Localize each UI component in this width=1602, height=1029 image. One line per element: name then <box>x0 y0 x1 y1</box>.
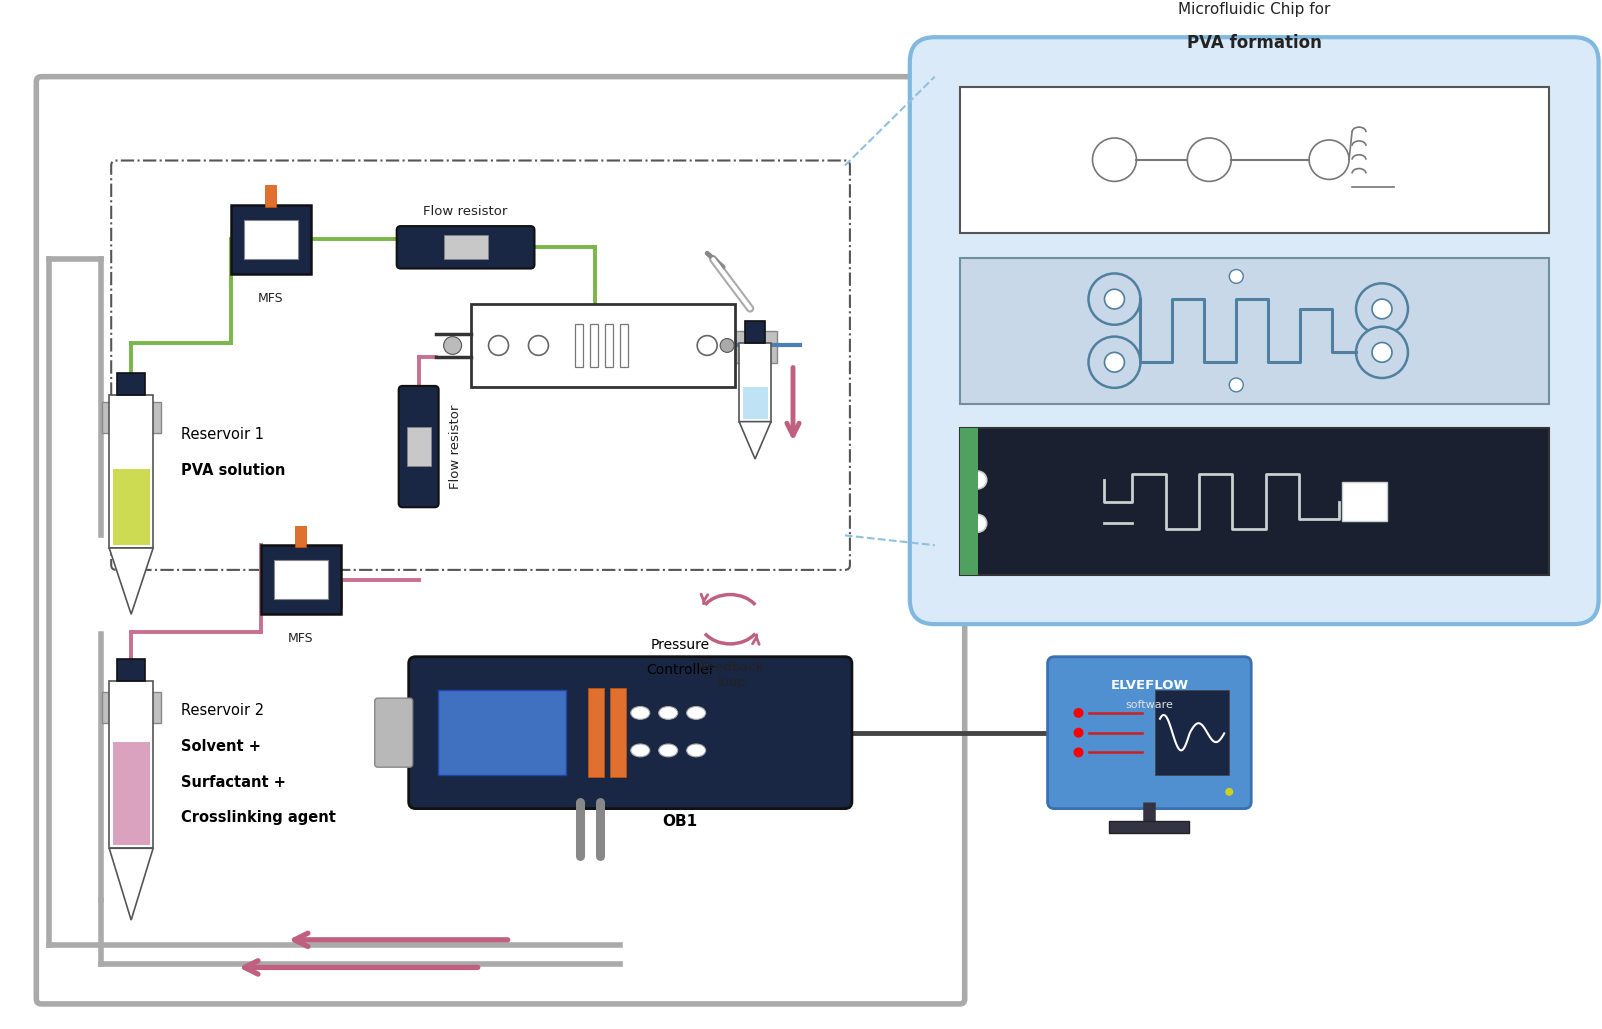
Text: Microfluidic Chip for: Microfluidic Chip for <box>1177 2 1330 17</box>
Circle shape <box>1355 283 1408 334</box>
Bar <box>261 545 341 614</box>
FancyBboxPatch shape <box>910 37 1599 625</box>
FancyBboxPatch shape <box>397 226 535 269</box>
Bar <box>112 468 149 545</box>
Bar <box>575 324 583 367</box>
Bar <box>588 688 604 777</box>
Circle shape <box>969 471 987 489</box>
Ellipse shape <box>658 707 678 719</box>
Text: MFS: MFS <box>258 291 284 305</box>
Circle shape <box>1088 336 1141 388</box>
Bar <box>960 428 1549 575</box>
Bar <box>274 560 328 600</box>
Text: Pressure: Pressure <box>650 638 710 651</box>
Bar <box>231 205 311 274</box>
Text: software: software <box>1126 700 1173 710</box>
Ellipse shape <box>631 744 650 756</box>
Bar <box>606 324 614 367</box>
Bar <box>1067 689 1150 776</box>
Text: Controller: Controller <box>646 664 714 677</box>
Text: Reservoir 1: Reservoir 1 <box>181 427 264 441</box>
Bar <box>471 304 735 387</box>
Text: ELVEFLOW: ELVEFLOW <box>1110 679 1189 691</box>
Ellipse shape <box>687 744 705 756</box>
Bar <box>1155 689 1229 776</box>
Text: Solvent +: Solvent + <box>181 740 261 754</box>
Circle shape <box>489 335 508 355</box>
Polygon shape <box>109 548 154 614</box>
Text: Surfactant +: Surfactant + <box>181 775 285 790</box>
Bar <box>620 324 628 367</box>
FancyBboxPatch shape <box>399 386 439 507</box>
Bar <box>295 526 306 547</box>
Bar <box>444 236 487 259</box>
Bar <box>610 688 626 777</box>
Text: Flow resistor: Flow resistor <box>449 404 461 489</box>
Polygon shape <box>109 848 154 920</box>
FancyBboxPatch shape <box>1048 657 1251 809</box>
Bar <box>745 321 766 344</box>
Circle shape <box>1104 289 1125 309</box>
Text: Reservoir 2: Reservoir 2 <box>181 703 264 718</box>
Bar <box>101 691 160 723</box>
Text: PVA solution: PVA solution <box>181 463 285 478</box>
Bar <box>739 344 771 422</box>
Bar <box>1342 482 1387 522</box>
Circle shape <box>1073 708 1083 718</box>
Circle shape <box>1093 138 1136 181</box>
Bar <box>734 331 777 363</box>
Circle shape <box>1088 274 1141 325</box>
Circle shape <box>969 514 987 532</box>
FancyBboxPatch shape <box>375 698 413 768</box>
Circle shape <box>1187 138 1232 181</box>
FancyBboxPatch shape <box>409 657 852 809</box>
Ellipse shape <box>631 707 650 719</box>
Text: PVA formation: PVA formation <box>1187 34 1322 52</box>
Text: OB1: OB1 <box>663 814 698 828</box>
Bar <box>1110 821 1189 833</box>
Circle shape <box>1355 327 1408 378</box>
Text: Feedback
loop: Feedback loop <box>700 661 764 688</box>
Text: MFS: MFS <box>288 632 314 645</box>
Text: Flow resistor: Flow resistor <box>423 205 508 218</box>
Bar <box>101 402 160 433</box>
Circle shape <box>1309 140 1349 179</box>
Circle shape <box>1226 788 1234 795</box>
Bar <box>117 659 146 681</box>
Bar <box>117 372 146 395</box>
Bar <box>960 428 977 575</box>
Bar <box>960 86 1549 233</box>
Bar <box>109 395 154 548</box>
Bar <box>244 220 298 259</box>
Bar <box>266 185 277 207</box>
Polygon shape <box>739 422 771 459</box>
Circle shape <box>444 336 461 354</box>
Bar <box>591 324 599 367</box>
Circle shape <box>1104 352 1125 372</box>
Circle shape <box>721 339 734 352</box>
Ellipse shape <box>687 707 705 719</box>
Bar <box>743 387 767 419</box>
Bar <box>109 681 154 848</box>
Ellipse shape <box>658 744 678 756</box>
Text: Crosslinking agent: Crosslinking agent <box>181 811 336 825</box>
Circle shape <box>1371 299 1392 319</box>
Circle shape <box>1229 378 1243 392</box>
Bar <box>437 689 567 776</box>
Bar <box>112 742 149 845</box>
Circle shape <box>529 335 548 355</box>
Bar <box>960 257 1549 403</box>
Circle shape <box>1229 270 1243 283</box>
Circle shape <box>1073 728 1083 738</box>
Bar <box>407 427 431 466</box>
Circle shape <box>697 335 718 355</box>
Circle shape <box>1073 747 1083 757</box>
Circle shape <box>1371 343 1392 362</box>
